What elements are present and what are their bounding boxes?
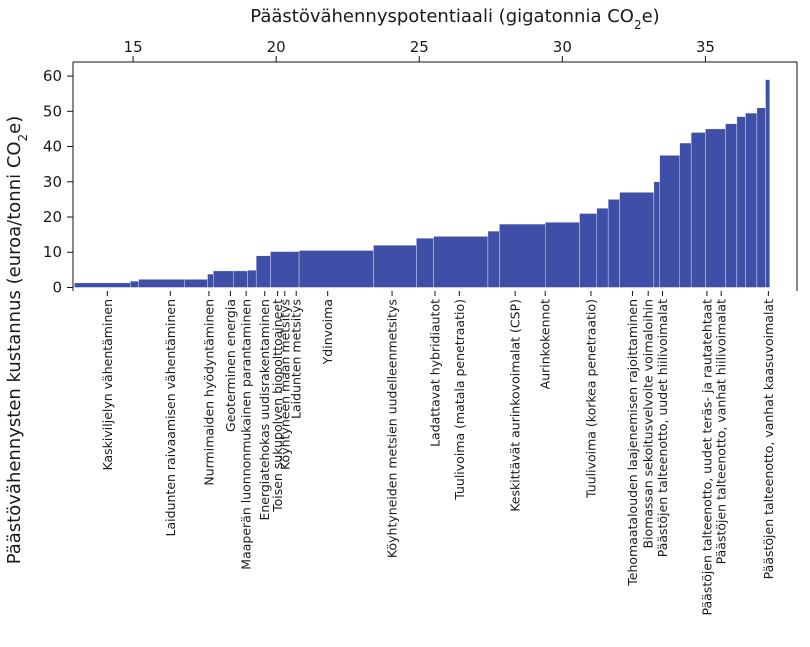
category-label-18: Päästöjen talteenotto, uudet hiilivoimal… [655,299,670,557]
y-tick-label-40: 40 [43,138,62,156]
bar-26 [725,123,738,288]
x-tick-label-20: 20 [267,38,286,56]
category-label-10: Köyhtyneiden metsien uudelleenmetsitys [385,299,400,558]
category-label-21: Päästöjen talteenotto, vanhat kaasuvoima… [761,299,776,579]
x-tick-label-35: 35 [696,38,715,56]
bar-19 [607,199,620,288]
category-label-11: Ladattavat hybridiautot [428,299,443,447]
bar-18 [596,208,609,288]
bar-25 [705,128,726,288]
bar-15 [499,223,546,288]
category-label-0: Kaskiviljelyn vähentäminen [100,299,115,470]
category-label-14: Aurinkokennot [538,299,553,389]
bar-0 [74,282,131,288]
category-labels: Kaskiviljelyn vähentäminen Laidunten raiv… [100,291,776,615]
bar-14 [487,230,500,288]
category-label-15: Tuulivoima (korkea penetraatio) [583,299,598,499]
category-label-20: Päästöjen talteenotto, vanhat hiilivoima… [714,299,729,564]
bar-11 [373,245,417,288]
bar-24 [690,132,706,288]
bar-7 [247,270,257,288]
bars-group [74,79,770,288]
bar-16 [544,222,580,288]
bar-5 [213,270,234,288]
bar-20 [619,192,655,288]
bar-28 [745,112,758,288]
bar-4 [207,273,214,288]
category-label-6: Toisen sukupolven biopolttoaineet [270,299,285,513]
bar-6 [233,270,248,288]
y-tick-label-30: 30 [43,173,62,191]
category-label-16: Tehomaatalouden laajenemisen rajoittamin… [625,299,640,587]
category-label-7: Köyhtyneen maan metsitys [277,299,292,470]
bar-8 [255,255,271,288]
category-label-2: Nurmimaiden hyödyntäminen [201,299,216,486]
bar-29 [756,107,766,288]
y-tick-label-0: 0 [52,278,62,296]
category-label-19: Päästöjen talteenotto, uudet teräs- ja r… [699,299,714,616]
x-axis-title: Päästövähennyspotentiaali (gigatonnia CO… [250,6,659,32]
x-tick-label-30: 30 [553,38,572,56]
category-label-1: Laidunten raivaamisen vähentäminen [163,299,178,536]
y-tick-label-20: 20 [43,208,62,226]
bar-10 [298,250,374,288]
bar-9 [270,251,300,288]
category-label-12: Tuulivoima (matala penetraatio) [452,299,467,501]
bar-13 [433,236,489,288]
bar-3 [184,279,208,288]
bar-22 [659,155,680,288]
category-label-4: Maaperän luonnonmukainen parantaminen [239,299,254,570]
bar-21 [653,181,660,288]
x-axis-title-text: Päästövähennyspotentiaali (gigatonnia CO… [250,6,659,32]
bar-2 [138,279,185,288]
bar-27 [736,116,746,288]
category-label-17: Biomassan sekoitusvelvoite voimaloihin [641,299,656,548]
bar-1 [130,280,139,288]
y-axis-title: Päästövähennysten kustannus (euroa/tonni… [4,116,30,565]
y-tick-label-60: 60 [43,67,62,85]
x-tick-label-25: 25 [410,38,429,56]
y-tick-label-50: 50 [43,102,62,120]
category-label-8: Laidunten metsitys [289,299,304,419]
bar-12 [416,237,434,288]
bar-30 [765,79,770,288]
category-label-9: Ydinvoima [320,299,335,365]
bar-23 [679,142,692,288]
category-label-5: Energiatehokas uudisrakentaminen [257,299,272,521]
y-tick-label-10: 10 [43,243,62,261]
category-label-13: Keskittävät aurinkovoimalat (CSP) [508,299,523,512]
axes-group: 15 20 25 30 35 0 10 20 30 40 50 60 [43,38,798,296]
bar-17 [579,213,597,288]
x-tick-label-15: 15 [124,38,143,56]
category-label-3: Geoterminen energia [223,299,238,432]
y-axis-title-text: Päästövähennysten kustannus (euroa/tonni… [4,116,30,565]
